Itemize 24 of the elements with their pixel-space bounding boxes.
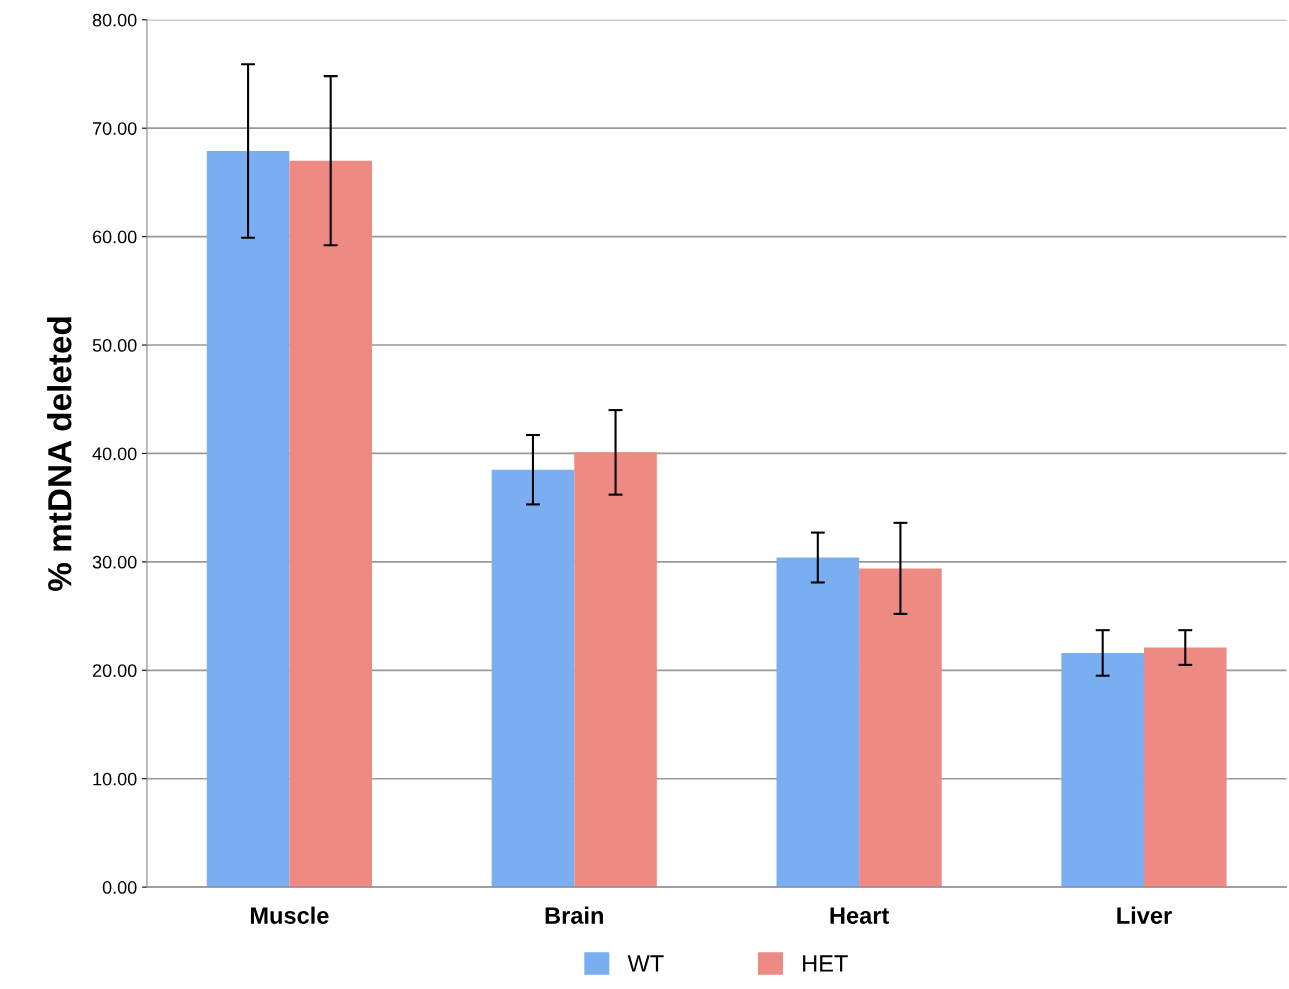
y-tick-label: 0.00 xyxy=(102,881,137,894)
y-tick-label: 40.00 xyxy=(92,447,137,461)
y-tick-label: 80.00 xyxy=(92,13,137,27)
y-tick-label: 30.00 xyxy=(92,555,137,569)
bar xyxy=(491,469,575,888)
bar xyxy=(1143,647,1227,888)
legend-label: HET xyxy=(803,955,848,972)
bar xyxy=(574,452,657,888)
x-tick-label: Liver xyxy=(1117,906,1172,924)
bar xyxy=(1061,652,1144,888)
y-tick-label: 60.00 xyxy=(92,230,137,244)
legend-label: WT xyxy=(627,955,664,972)
y-tick-label: 10.00 xyxy=(93,772,137,786)
bar xyxy=(206,150,290,888)
bar xyxy=(776,557,860,888)
y-tick-label: 70.00 xyxy=(92,122,137,135)
x-tick-label: Muscle xyxy=(250,906,329,924)
y-tick-label: 20.00 xyxy=(92,664,137,678)
bar xyxy=(859,568,942,888)
bar xyxy=(289,160,372,888)
y-axis-title: % mtDNA deleted xyxy=(47,317,72,591)
x-tick-label: Heart xyxy=(830,907,890,924)
x-tick-label: Brain xyxy=(545,906,603,924)
y-tick-label: 50.00 xyxy=(92,338,137,352)
